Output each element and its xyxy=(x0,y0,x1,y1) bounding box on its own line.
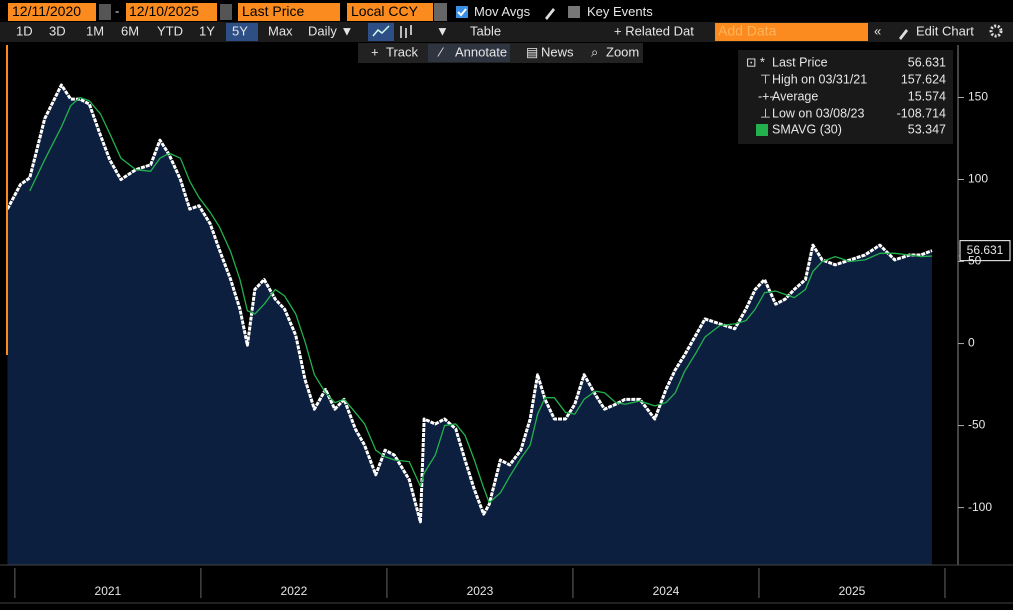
tool-button[interactable]: News xyxy=(541,44,574,59)
pencil-icon[interactable] xyxy=(545,8,555,20)
tool-icon: ⌕ xyxy=(591,44,598,59)
legend-icon: ⊡ xyxy=(746,55,756,69)
add-data-field[interactable] xyxy=(715,23,868,41)
x-tick-label: 2025 xyxy=(839,584,866,598)
settings-icon[interactable] xyxy=(989,24,1003,38)
field: Last Price xyxy=(242,3,304,19)
collapse-icon[interactable]: « xyxy=(874,23,881,38)
x-tick-label: 2021 xyxy=(95,584,122,598)
legend-swatch xyxy=(756,124,768,136)
calendar-icon[interactable] xyxy=(99,4,111,20)
price-line xyxy=(6,83,933,524)
legend-label: SMAVG (30) xyxy=(772,122,842,136)
y-tick-label: 100 xyxy=(968,172,988,186)
legend-value: 157.624 xyxy=(901,72,946,86)
currency: Local CCY xyxy=(351,3,419,19)
legend-label: Low on 03/08/23 xyxy=(772,106,864,120)
range-buttons: 1D 3D 1M 6M YTD 1Y 5Y Max xyxy=(16,23,293,41)
tool-button[interactable]: Zoom xyxy=(606,44,639,59)
legend-icon: ⊥ xyxy=(760,106,771,120)
y-tick-label: -100 xyxy=(968,500,992,514)
end-date-field[interactable] xyxy=(126,3,217,21)
range-button[interactable]: Max xyxy=(268,23,293,38)
sma-line xyxy=(29,96,932,504)
range-button[interactable]: 1D xyxy=(16,23,33,38)
tool-buttons: + Track ⁄ Annotate ▤ News ⌕ Zoom xyxy=(371,44,639,62)
range-button[interactable]: 1M xyxy=(86,23,104,38)
end-date: 12/10/2025 xyxy=(129,3,199,19)
related-data[interactable]: + Related Dat xyxy=(614,23,694,38)
y-tick-label: 0 xyxy=(968,336,975,350)
tool-button[interactable]: Annotate xyxy=(455,44,507,59)
x-tick-label: 2023 xyxy=(467,584,494,598)
range-button[interactable]: 5Y xyxy=(232,23,248,38)
tool-icon: + xyxy=(371,44,379,59)
range-button[interactable]: 3D xyxy=(49,23,66,38)
calendar-icon[interactable] xyxy=(220,4,232,20)
check-mark xyxy=(457,8,467,17)
start-date: 12/11/2020 xyxy=(12,3,81,19)
tool-button[interactable]: Track xyxy=(386,44,419,59)
mov-avgs: Mov Avgs xyxy=(474,4,531,19)
legend-box xyxy=(738,50,953,144)
frequency: Daily ▼ xyxy=(308,23,353,38)
range-button[interactable]: 1Y xyxy=(199,23,215,38)
x-tick-label: 2022 xyxy=(281,584,308,598)
tool-active[interactable] xyxy=(428,44,510,62)
dropdown-arrow[interactable]: ▼ xyxy=(436,23,449,38)
legend-label: Average xyxy=(772,89,818,103)
legend-label: Last Price xyxy=(772,55,828,69)
table-button[interactable]: Table xyxy=(470,23,501,38)
legend-icon: -+- xyxy=(758,89,774,103)
range-button[interactable]: YTD xyxy=(157,23,183,38)
legend-icon: ⊤ xyxy=(760,72,771,86)
dropdown-arrow[interactable] xyxy=(434,3,447,21)
legend-icon: * xyxy=(760,55,765,69)
legend-value: -108.714 xyxy=(897,106,946,120)
legend-value: 15.574 xyxy=(908,89,946,103)
legend-value: 53.347 xyxy=(908,122,946,136)
x-tick-label: 2024 xyxy=(653,584,680,598)
range-active[interactable] xyxy=(226,23,258,41)
checkbox-checked[interactable] xyxy=(456,6,468,18)
candle-icon[interactable] xyxy=(400,25,412,38)
edit-chart[interactable]: Edit Chart xyxy=(916,23,974,38)
start-date-field[interactable] xyxy=(8,3,96,21)
y-tick-label: 150 xyxy=(968,90,988,104)
key-events: Key Events xyxy=(587,4,653,19)
tool-icon: ⁄ xyxy=(437,44,444,59)
price-tag-label: 56.631 xyxy=(967,243,1004,257)
y-tick-label: 50 xyxy=(968,254,982,268)
checkbox[interactable] xyxy=(568,6,580,18)
field-select[interactable] xyxy=(238,3,340,21)
price-area xyxy=(7,84,932,565)
pencil-icon xyxy=(899,29,908,40)
plot-area: 56.631 xyxy=(6,83,1011,565)
price-tag xyxy=(959,240,1011,262)
legend-value: 56.631 xyxy=(908,55,946,69)
tool-icon: ▤ xyxy=(526,44,538,59)
line-icon xyxy=(372,25,390,37)
legend-label: High on 03/31/21 xyxy=(772,72,867,86)
currency-select[interactable] xyxy=(347,3,433,21)
dash: - xyxy=(115,3,119,18)
add-data: Add Data xyxy=(718,23,777,39)
y-tick-label: -50 xyxy=(968,418,986,432)
range-button[interactable]: 6M xyxy=(121,23,139,38)
